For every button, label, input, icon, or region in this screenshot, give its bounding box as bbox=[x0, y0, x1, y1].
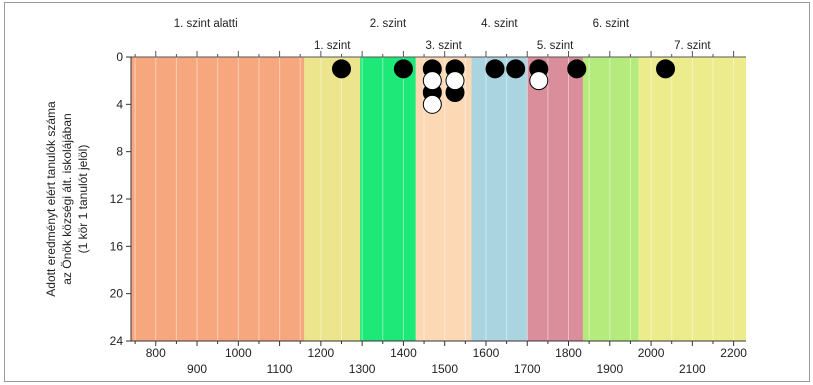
student-point-white bbox=[422, 71, 442, 91]
x-tick-label: 1500 bbox=[431, 362, 458, 376]
scatter-chart: 0 4 8 12 16 20 24 800 1000 1200 1400 1600 1800 2000 2… bbox=[44, 18, 747, 376]
level-band-6 bbox=[527, 57, 583, 341]
x-axis-ticks: 800 1000 1200 1400 1600 1800 2000 2200 900 1100 13… bbox=[134, 341, 747, 376]
y-axis-label: Adott eredményt elért tanulók száma az Ön… bbox=[44, 101, 90, 297]
level-band-1 bbox=[131, 57, 305, 341]
y-tick-label: 24 bbox=[110, 334, 124, 348]
level-band-3 bbox=[360, 57, 416, 341]
x-tick-label: 1000 bbox=[225, 346, 252, 360]
student-point-white bbox=[529, 71, 549, 91]
x-tick-label: 1700 bbox=[514, 362, 541, 376]
x-tick-label: 1900 bbox=[596, 362, 623, 376]
level-label-5: 4. szint bbox=[481, 18, 518, 30]
student-point-black bbox=[567, 59, 587, 79]
y-tick-label: 4 bbox=[116, 97, 123, 111]
student-point-black bbox=[485, 59, 505, 79]
y-tick-label: 16 bbox=[110, 239, 124, 253]
level-band-5 bbox=[471, 57, 528, 341]
x-tick-label: 1100 bbox=[267, 362, 293, 376]
level-label-4: 3. szint bbox=[425, 40, 462, 52]
x-tick-label: 1200 bbox=[308, 346, 335, 360]
x-tick-label: 1800 bbox=[555, 346, 582, 360]
x-tick-label: 1600 bbox=[473, 346, 500, 360]
student-point-black bbox=[332, 59, 352, 79]
x-tick-label: 2000 bbox=[638, 346, 665, 360]
level-labels: 1. szint alatti 1. szint 2. szint 3. szint 4… bbox=[174, 18, 712, 52]
level-label-6: 5. szint bbox=[537, 40, 574, 52]
level-label-3: 2. szint bbox=[370, 18, 407, 30]
student-point-black bbox=[656, 59, 676, 79]
y-axis-label-line-1: Adott eredményt elért tanulók száma bbox=[44, 101, 58, 297]
x-tick-label: 1400 bbox=[390, 346, 417, 360]
y-tick-label: 8 bbox=[116, 145, 123, 159]
student-point-black bbox=[393, 59, 413, 79]
x-tick-label: 2200 bbox=[720, 346, 747, 360]
chart-frame: 0 4 8 12 16 20 24 800 1000 1200 1400 1600 1800 2000 2… bbox=[4, 2, 810, 382]
level-label-1: 1. szint alatti bbox=[174, 18, 238, 30]
level-label-2: 1. szint bbox=[314, 40, 351, 52]
x-tick-label: 2100 bbox=[679, 362, 706, 376]
y-tick-label: 20 bbox=[110, 287, 124, 301]
level-label-8: 7. szint bbox=[674, 40, 711, 52]
student-point-white bbox=[445, 71, 465, 91]
grid-lines bbox=[134, 57, 735, 341]
y-axis-label-line-2: az Önök községi ált. iskolájában bbox=[60, 113, 74, 284]
y-tick-label: 0 bbox=[116, 50, 123, 64]
level-bands bbox=[131, 57, 746, 341]
data-points bbox=[332, 59, 676, 114]
x-tick-label: 800 bbox=[146, 346, 166, 360]
x-tick-label: 900 bbox=[187, 362, 207, 376]
y-tick-label: 12 bbox=[110, 192, 124, 206]
level-band-8 bbox=[638, 57, 746, 341]
student-point-white bbox=[422, 94, 442, 114]
level-label-7: 6. szint bbox=[593, 18, 630, 30]
x-tick-label: 1300 bbox=[349, 362, 376, 376]
level-band-7 bbox=[582, 57, 639, 341]
level-band-2 bbox=[304, 57, 361, 341]
student-point-black bbox=[506, 59, 526, 79]
y-axis-label-line-3: (1 kör 1 tanulót jelöl) bbox=[76, 145, 90, 254]
y-axis-ticks: 0 4 8 12 16 20 24 bbox=[110, 50, 131, 348]
